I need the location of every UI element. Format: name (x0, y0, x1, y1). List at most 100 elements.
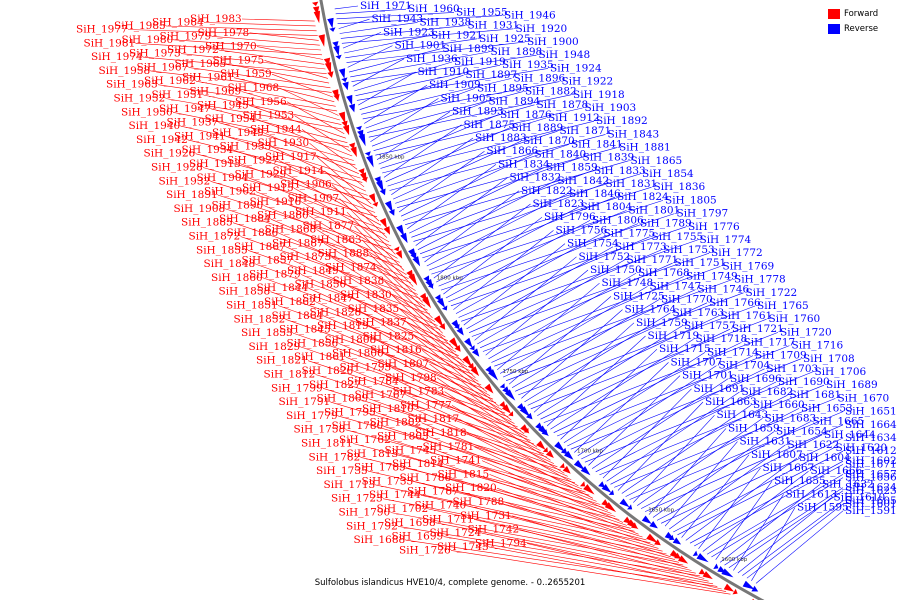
forward-feature (604, 502, 617, 513)
forward-leader (526, 543, 722, 590)
reverse-feature (469, 345, 475, 351)
forward-gene-label: SiH_1887 (272, 237, 324, 249)
forward-gene-label: SiH_1949 (212, 127, 264, 139)
forward-gene-label: SiH_1724 (430, 527, 482, 539)
forward-gene-label: SiH_1816 (370, 344, 422, 356)
forward-feature (318, 34, 325, 47)
reverse-feature (541, 429, 549, 436)
forward-leader (180, 125, 356, 166)
forward-gene-label: SiH_1815 (438, 468, 490, 480)
forward-leader (414, 336, 500, 407)
tick-label: 1650 kbp (648, 508, 674, 514)
forward-leader (188, 67, 331, 89)
reverse-leader (340, 25, 466, 39)
reverse-gene-label: SiH_1683 (765, 412, 817, 424)
forward-leader (249, 32, 319, 41)
reverse-leader (395, 144, 570, 204)
forward-gene-label: SiH_1790 (339, 507, 391, 519)
forward-gene-label: SiH_1891 (166, 189, 218, 201)
forward-feature (348, 142, 355, 150)
reverse-leader (389, 134, 606, 191)
forward-gene-label: SiH_1821 (256, 355, 308, 367)
forward-gene-label: SiH_1767 (355, 389, 407, 401)
reverse-feature (396, 224, 405, 237)
forward-gene-label: SiH_1825 (363, 330, 415, 342)
forward-leader (428, 508, 680, 563)
reverse-feature (751, 585, 759, 592)
gene-features (312, 1, 759, 600)
reverse-leader (540, 328, 731, 420)
forward-leader (353, 370, 531, 441)
legend-forward: Forward (828, 6, 892, 21)
forward-leader (405, 467, 631, 529)
reverse-gene-label: SiH_1632 (822, 478, 874, 490)
reverse-gene-label: SiH_1761 (721, 310, 773, 322)
reverse-gene-label: SiH_1931 (468, 20, 520, 32)
reverse-leader (455, 233, 602, 314)
reverse-feature (560, 447, 568, 455)
reverse-gene-label: SiH_1971 (360, 0, 412, 12)
reverse-gene-label: SiH_1721 (732, 323, 784, 335)
reverse-gene-label: SiH_1689 (826, 379, 878, 391)
reverse-leader (373, 104, 535, 151)
reverse-feature (668, 534, 674, 541)
forward-gene-label: SiH_1857 (242, 255, 294, 267)
reverse-gene-label: SiH_1909 (429, 79, 481, 91)
reverse-leader (497, 282, 600, 371)
reverse-leader (463, 243, 566, 326)
reverse-leader (515, 302, 708, 392)
forward-gene-label: SiH_1934 (182, 144, 234, 156)
reverse-gene-label: SiH_1725 (613, 290, 665, 302)
forward-gene-label: SiH_1951 (152, 89, 204, 101)
forward-leader (300, 346, 509, 417)
reverse-leader (677, 450, 844, 536)
forward-leader (165, 25, 317, 32)
reverse-leader (431, 200, 664, 275)
forward-leader (451, 405, 565, 474)
reverse-leader (689, 460, 844, 544)
reverse-leader (602, 388, 692, 479)
reverse-feature (627, 504, 633, 510)
reverse-leader (362, 81, 560, 120)
forward-gene-label: SiH_1735 (316, 465, 368, 477)
forward-leader (292, 332, 497, 404)
reverse-gene-label: SiH_1922 (562, 76, 614, 88)
forward-gene-label: SiH_1953 (243, 110, 295, 122)
forward-gene-label: SiH_1844 (257, 282, 309, 294)
reverse-gene-label: SiH_1653 (801, 402, 853, 414)
forward-leader (443, 463, 627, 526)
forward-leader (247, 250, 431, 315)
forward-gene-label: SiH_1779 (286, 410, 338, 422)
reverse-feature (379, 188, 386, 196)
reverse-leader (491, 276, 685, 363)
forward-leader (264, 60, 328, 79)
forward-feature (408, 273, 418, 286)
reverse-leader (584, 371, 813, 463)
forward-gene-label: SiH_1792 (346, 520, 398, 532)
forward-gene-label: SiH_1979 (160, 30, 212, 42)
legend: Forward Reverse (828, 6, 892, 36)
forward-leader (210, 108, 348, 143)
reverse-feature (342, 81, 349, 91)
reverse-leader (577, 365, 717, 457)
tick-label: 1850 kbp (379, 154, 405, 160)
reverse-leader (574, 362, 669, 453)
reverse-leader (458, 236, 650, 318)
forward-gene-label: SiH_1864 (272, 310, 324, 322)
forward-gene-label: SiH_1820 (445, 482, 497, 494)
reverse-feature (366, 155, 374, 168)
reverse-leader (494, 279, 733, 367)
legend-forward-label: Forward (844, 8, 879, 19)
forward-gene-label: SiH_1944 (250, 123, 302, 135)
reverse-leader (637, 418, 763, 506)
forward-gene-label: SiH_1837 (355, 317, 407, 329)
reverse-leader (443, 216, 543, 295)
forward-gene-label: SiH_1802 (370, 417, 422, 429)
genome-caption: Sulfolobus islandicus HVE10/4, complete … (314, 578, 586, 588)
reverse-gene-label: SiH_1921 (431, 30, 483, 42)
forward-leader (315, 301, 470, 371)
forward-leader (256, 46, 324, 60)
forward-leader (345, 429, 590, 496)
forward-gene-label: SiH_1799 (271, 382, 323, 394)
